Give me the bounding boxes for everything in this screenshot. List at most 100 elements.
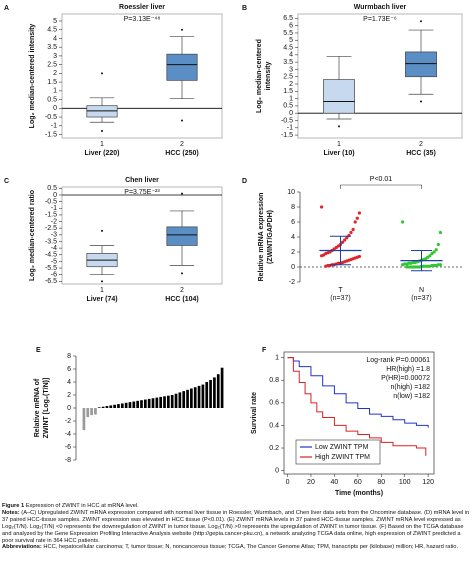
figure-label: Figure 1 bbox=[2, 503, 25, 509]
outlier bbox=[338, 125, 340, 128]
x-tick-label: Liver (74) bbox=[86, 296, 117, 303]
data-point bbox=[405, 265, 409, 269]
y-tick-label: 2.5 bbox=[283, 74, 293, 81]
x-tick-label: T bbox=[338, 287, 343, 294]
data-point bbox=[401, 263, 405, 267]
outlier bbox=[181, 272, 183, 275]
x-tick-note: (n=37) bbox=[330, 295, 350, 302]
annotation: Log-rank P=0.00061 bbox=[366, 357, 430, 364]
y-tick-label: -0.5 bbox=[281, 117, 293, 124]
bar bbox=[143, 399, 147, 408]
data-point bbox=[341, 240, 345, 244]
panel-label: E bbox=[36, 347, 41, 354]
category-number: 1 bbox=[337, 141, 341, 148]
y-tick-label: 4 bbox=[289, 52, 293, 59]
y-tick-label: -2.5 bbox=[45, 225, 57, 232]
data-point bbox=[349, 230, 353, 235]
y-tick-label: 3 bbox=[53, 53, 57, 60]
bar bbox=[140, 400, 143, 408]
data-point bbox=[401, 220, 405, 224]
bar bbox=[216, 374, 220, 408]
y-tick-label: 4.5 bbox=[283, 44, 293, 51]
data-point bbox=[438, 230, 442, 235]
category-number: 2 bbox=[419, 141, 423, 148]
data-point bbox=[353, 220, 357, 224]
y-tick-label: 0 bbox=[291, 264, 295, 271]
panel-label: D bbox=[242, 178, 247, 185]
chart-title: Wurmbach liver bbox=[354, 4, 407, 11]
y-tick-label: -0.5 bbox=[45, 198, 57, 205]
p-value: P=3.75E⁻²³ bbox=[124, 189, 160, 196]
y-tick-label: 4 bbox=[291, 234, 295, 241]
x-tick-label: N bbox=[419, 287, 424, 294]
bar bbox=[136, 400, 139, 408]
y-tick-label: 0.5 bbox=[283, 103, 293, 110]
y-tick-label: 2 bbox=[289, 81, 293, 88]
box bbox=[166, 226, 198, 246]
y-tick-label: 0.6 bbox=[269, 400, 279, 407]
notes-text: (A–C) Upregulated ZWINT mRNA expression … bbox=[2, 509, 470, 544]
plot-frame bbox=[61, 13, 223, 139]
data-point bbox=[320, 254, 324, 258]
bar bbox=[120, 403, 124, 408]
y-tick-label: -3 bbox=[51, 232, 57, 239]
annotation: n(low) =182 bbox=[393, 393, 430, 400]
y-axis-label: intensity bbox=[265, 62, 272, 91]
bar bbox=[105, 406, 109, 408]
y-tick-label: 5 bbox=[53, 18, 57, 25]
box bbox=[323, 79, 355, 114]
bar bbox=[220, 367, 224, 408]
y-tick-label: 0 bbox=[67, 405, 71, 412]
y-tick-label: -1.5 bbox=[45, 131, 57, 138]
significance-bracket bbox=[340, 184, 422, 189]
data-point bbox=[320, 205, 324, 209]
bar bbox=[86, 408, 90, 418]
bar bbox=[82, 408, 86, 431]
bar bbox=[90, 408, 93, 416]
plot-frame bbox=[61, 186, 223, 285]
y-tick-label: 10 bbox=[287, 189, 295, 196]
y-axis-label: Log₂ median-centered ratio bbox=[29, 190, 36, 281]
y-tick-label: -2 bbox=[289, 279, 295, 286]
y-tick-label: -6.5 bbox=[45, 278, 57, 285]
outlier bbox=[181, 192, 183, 195]
y-tick-label: 0.5 bbox=[47, 96, 57, 103]
survival-curve bbox=[287, 357, 429, 428]
bar bbox=[132, 401, 136, 408]
y-tick-label: 4 bbox=[67, 379, 71, 386]
figure-title: Expression of ZWINT in HCC at mRNA level… bbox=[25, 503, 139, 509]
y-tick-label: -5.5 bbox=[45, 265, 57, 272]
y-tick-label: -1 bbox=[287, 125, 293, 132]
y-tick-label: -0.5 bbox=[45, 114, 57, 121]
bar bbox=[186, 389, 189, 408]
bar bbox=[151, 398, 155, 408]
data-point bbox=[436, 242, 440, 247]
y-tick-label: 3 bbox=[289, 66, 293, 73]
y-tick-label: 0 bbox=[53, 105, 57, 112]
y-tick-label: 4 bbox=[53, 35, 57, 42]
y-tick-label: 1 bbox=[289, 95, 293, 102]
x-tick-label: HCC (35) bbox=[406, 150, 436, 157]
outlier bbox=[420, 100, 422, 103]
bar bbox=[97, 407, 101, 408]
data-point bbox=[351, 227, 355, 232]
y-tick-label: 6 bbox=[289, 23, 293, 30]
chart-title: Roessler liver bbox=[119, 4, 165, 11]
y-tick-label: 0.5 bbox=[47, 185, 57, 192]
bar bbox=[117, 404, 120, 408]
bar bbox=[213, 377, 216, 408]
y-axis-label: Relative mRNA of bbox=[34, 378, 41, 437]
x-tick-label: HCC (250) bbox=[165, 150, 198, 157]
plot-frame bbox=[297, 13, 463, 139]
survival-curve bbox=[287, 357, 427, 456]
x-tick-label: 40 bbox=[330, 479, 338, 486]
annotation: n(high) =182 bbox=[390, 384, 430, 391]
bar bbox=[205, 382, 209, 408]
y-tick-label: -5 bbox=[51, 258, 57, 265]
bar bbox=[209, 380, 212, 408]
notes: Notes: (A–C) Upregulated ZWINT mRNA expr… bbox=[2, 510, 472, 545]
y-axis-label: ZWINT [Log₂(T/N)] bbox=[43, 378, 50, 439]
box bbox=[166, 53, 198, 81]
y-tick-label: 2 bbox=[291, 249, 295, 256]
